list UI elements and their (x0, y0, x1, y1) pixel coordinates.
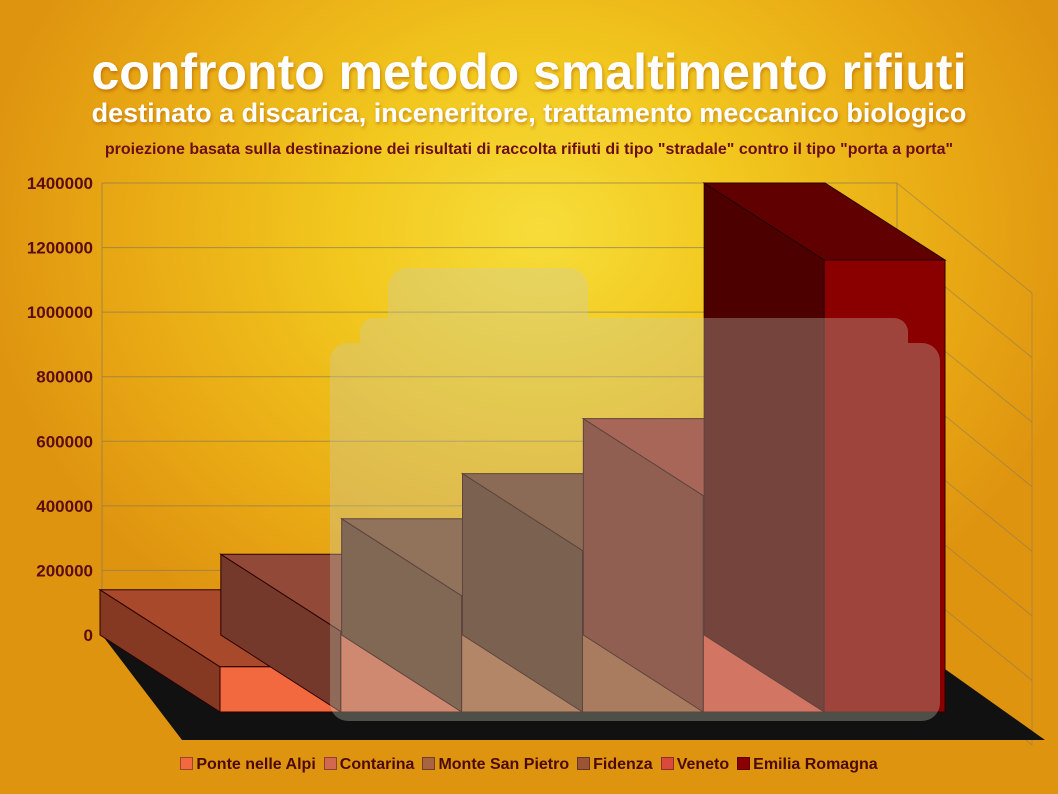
y-tick-label: 400000 (36, 497, 93, 516)
legend-label: Contarina (339, 756, 415, 773)
legend-item: Ponte nelle Alpi (180, 756, 316, 774)
legend-item: Contarina (323, 756, 415, 774)
legend-swatch (180, 757, 194, 770)
legend-swatch (577, 757, 591, 770)
legend-swatch (660, 757, 674, 770)
legend-label: Fidenza (593, 756, 653, 773)
y-tick-label: 1000000 (27, 303, 93, 322)
overlay-band (360, 318, 908, 358)
chart-legend: Ponte nelle Alpi Contarina Monte San Pietr… (0, 756, 1058, 774)
overlay-shape (330, 268, 940, 721)
overlay-tab (388, 268, 588, 358)
side-gridline (896, 182, 1033, 294)
legend-item: Veneto (660, 756, 730, 774)
overlay-panel (330, 343, 940, 721)
legend-swatch (323, 757, 337, 770)
chart-subtitle: destinato a discarica, inceneritore, tra… (91, 98, 967, 128)
bar-6 (702, 182, 947, 713)
chart-note: proiezione basata sulla destinazione dei… (104, 141, 954, 158)
legend-swatch (737, 757, 751, 770)
legend-label: Monte San Pietro (438, 756, 570, 773)
legend-swatch (422, 757, 436, 770)
y-tick-label: 1400000 (27, 174, 93, 193)
y-tick-label: 200000 (36, 561, 93, 580)
legend-item: Emilia Romagna (737, 756, 878, 774)
legend-label: Veneto (676, 756, 730, 773)
y-tick-label: 0 (84, 626, 93, 645)
y-tick-label: 1200000 (27, 239, 93, 258)
legend-label: Emilia Romagna (753, 756, 878, 773)
legend-label: Ponte nelle Alpi (196, 756, 316, 773)
bar-front (823, 259, 946, 713)
y-tick-label: 800000 (36, 368, 93, 387)
y-tick-label: 600000 (36, 432, 93, 451)
chart-title: confronto metodo smaltimento rifiuti (91, 44, 967, 100)
bars (98, 182, 947, 713)
legend-item: Fidenza (577, 756, 653, 774)
legend-item: Monte San Pietro (422, 756, 569, 774)
